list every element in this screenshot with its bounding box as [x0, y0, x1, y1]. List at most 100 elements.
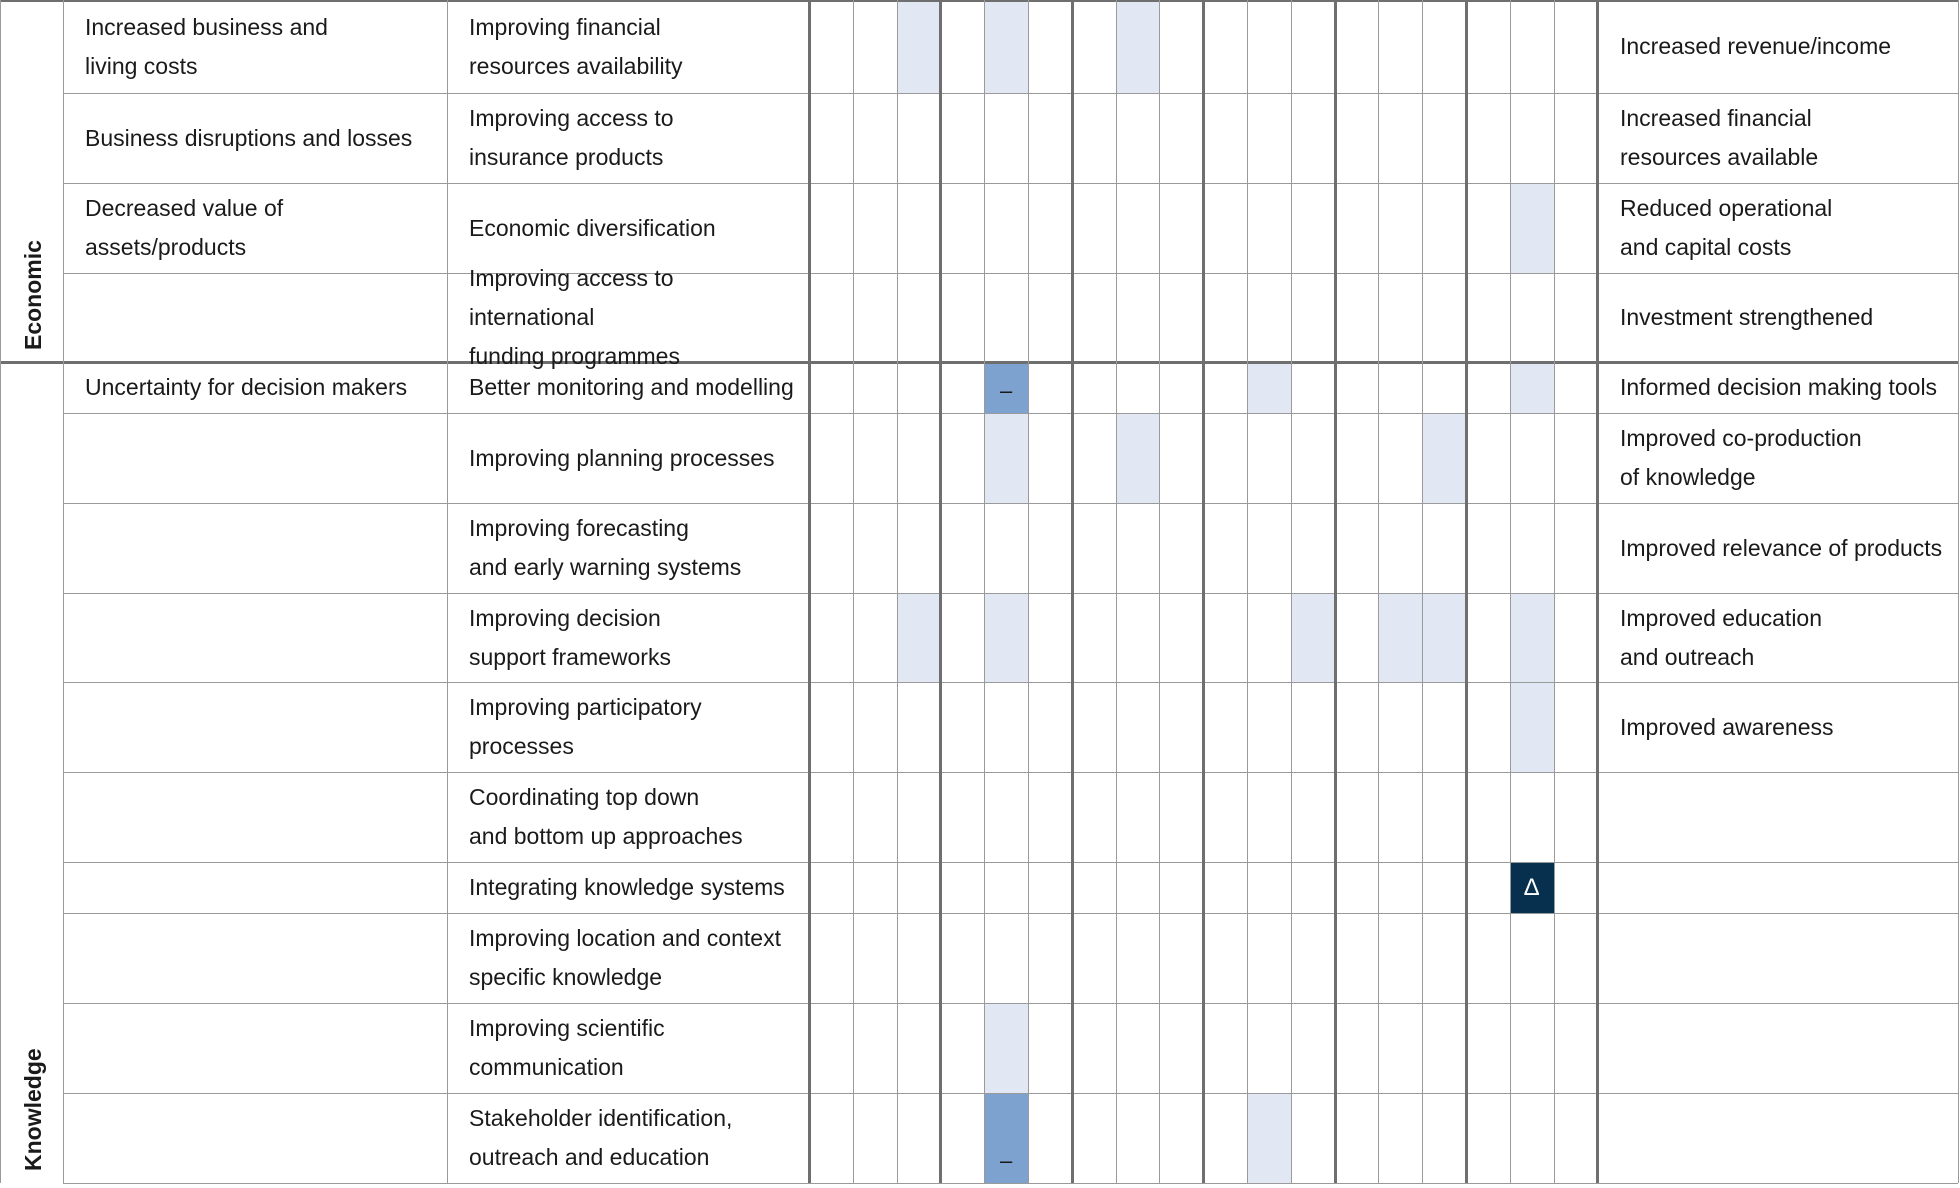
matrix-cell-mid: –: [984, 1093, 1028, 1183]
impact-cell: Decreased value of assets/products: [85, 183, 443, 273]
delta-symbol: Δ: [1523, 873, 1540, 901]
adaptation-option-cell: Improving forecasting and early warning …: [469, 503, 805, 593]
dash-symbol: –: [999, 378, 1013, 403]
matrix-cell-mid: –: [984, 362, 1028, 413]
adaptation-option-cell-text: Improving decision support frameworks: [469, 604, 671, 670]
adaptation-option-cell: Stakeholder identification, outreach and…: [469, 1093, 805, 1183]
outcome-cell-text: Investment strengthened: [1620, 304, 1874, 330]
adaptation-option-cell: Improving location and context specific …: [469, 913, 805, 1003]
adaptation-option-cell-text: Stakeholder identification, outreach and…: [469, 1105, 733, 1170]
adaptation-option-cell: Better monitoring and modelling: [469, 362, 805, 413]
impact-cell: [85, 273, 443, 362]
outcome-cell: [1620, 772, 1954, 862]
outcome-cell: [1620, 862, 1954, 913]
impact-cell: Uncertainty for decision makers: [85, 362, 443, 413]
impact-cell: [85, 413, 443, 503]
row-divider: [63, 593, 1958, 594]
matrix-cell-light: [1509, 682, 1554, 772]
row-divider: [63, 93, 1958, 94]
matrix-cell-light: [984, 413, 1028, 503]
matrix-cell-light: [1422, 593, 1466, 682]
impact-cell: [85, 1093, 443, 1183]
outcome-cell: Improved education and outreach: [1620, 593, 1954, 682]
adaptation-option-cell-text: Improving scientific communication: [469, 1015, 665, 1080]
matrix-cell-light: [1290, 593, 1335, 682]
group-divider: [0, 361, 1958, 364]
adaptation-option-cell: Integrating knowledge systems: [469, 862, 805, 913]
impact-cell: [85, 862, 443, 913]
matrix-column-divider: [1378, 0, 1380, 1183]
outcome-cell: Investment strengthened: [1620, 273, 1954, 362]
outcome-cell: Increased revenue/income: [1620, 0, 1954, 93]
group-label-knowledge: Knowledge: [20, 1048, 46, 1171]
adaptation-option-cell: Improving financial resources availabili…: [469, 0, 805, 93]
matrix-column-divider: [852, 0, 854, 1183]
adaptation-option-cell-text: Improving planning processes: [469, 444, 775, 471]
matrix-column-divider: [896, 0, 898, 1183]
matrix-cell-light: [1509, 362, 1554, 413]
matrix-column-divider: [984, 0, 986, 1183]
outcome-cell-text: Improved relevance of products: [1620, 534, 1943, 561]
adaptation-option-cell: Improving access to international fundin…: [469, 265, 805, 369]
adaptation-option-cell: Economic diversification: [469, 183, 805, 273]
adaptation-option-cell: Improving planning processes: [469, 413, 805, 503]
matrix-cell-light: [984, 1003, 1028, 1093]
matrix-cell-light: [984, 593, 1028, 682]
outcome-cell: Reduced operational and capital costs: [1620, 183, 1954, 273]
group-divider: [0, 0, 1958, 2]
column-divider: [1958, 0, 1959, 1183]
impact-cell-text: Increased business and living costs: [85, 13, 328, 79]
row-divider: [63, 273, 1958, 274]
impact-cell: [85, 913, 443, 1003]
adaptation-option-cell-text: Improving location and context specific …: [469, 925, 781, 990]
adaptation-option-cell-text: Improving financial resources availabili…: [469, 13, 683, 79]
outcome-cell-text: Improved co-production of knowledge: [1620, 425, 1862, 490]
outcome-cell: [1620, 1093, 1954, 1183]
row-divider: [63, 772, 1958, 773]
matrix-group-divider: [808, 0, 811, 1183]
matrix-cell-light: [1509, 183, 1554, 273]
adaptation-option-cell-text: Better monitoring and modelling: [469, 374, 794, 400]
adaptation-option-cell-text: Coordinating top down and bottom up appr…: [469, 784, 743, 849]
matrix-cell-light: [1115, 0, 1160, 93]
row-divider: [63, 1003, 1958, 1004]
adaptation-option-cell-text: Economic diversification: [469, 214, 716, 241]
adaptation-option-cell-text: Integrating knowledge systems: [469, 874, 785, 900]
adaptation-option-cell: Improving decision support frameworks: [469, 593, 805, 682]
matrix-column-divider: [1290, 0, 1292, 1183]
matrix-group-divider: [1333, 0, 1337, 1183]
matrix-group-divider: [1202, 0, 1206, 1183]
matrix-cell-light: [1247, 1093, 1291, 1183]
outcome-cell-text: Informed decision making tools: [1620, 374, 1938, 400]
matrix-column-divider: [1422, 0, 1424, 1183]
impact-cell: [85, 772, 443, 862]
adaptation-option-cell: Improving access to insurance products: [469, 93, 805, 183]
adaptation-option-cell: Coordinating top down and bottom up appr…: [469, 772, 805, 862]
impact-cell-text: Decreased value of assets/products: [85, 195, 284, 260]
matrix-group-divider: [1596, 0, 1600, 1183]
adaptation-option-cell: Improving scientific communication: [469, 1003, 805, 1093]
impact-cell: Business disruptions and losses: [85, 93, 443, 183]
matrix-column-divider: [1553, 0, 1555, 1183]
matrix-cell-light: [1378, 593, 1423, 682]
outcome-cell: Improved relevance of products: [1620, 503, 1954, 593]
adaptation-option-cell: Improving participatory processes: [469, 682, 805, 772]
outcome-cell: [1620, 1003, 1954, 1093]
impact-cell: [85, 682, 443, 772]
outcome-cell-text: Improved awareness: [1620, 713, 1834, 740]
outcome-cell: [1620, 913, 1954, 1003]
matrix-cell-light: [1115, 413, 1160, 503]
outcome-cell: Increased financial resources available: [1620, 93, 1954, 183]
matrix-cell-light: [984, 0, 1028, 93]
outcome-cell: Improved co-production of knowledge: [1620, 413, 1954, 503]
matrix-cell-dark: Δ: [1509, 862, 1554, 913]
group-label-economic: Economic: [20, 240, 46, 350]
row-divider: [63, 913, 1958, 914]
matrix-column-divider: [1159, 0, 1161, 1183]
outcome-cell: Informed decision making tools: [1620, 362, 1954, 413]
impact-cell: Increased business and living costs: [85, 0, 443, 93]
matrix-cell-light: [1422, 413, 1466, 503]
impact-cell: [85, 503, 443, 593]
matrix-column-divider: [1115, 0, 1117, 1183]
